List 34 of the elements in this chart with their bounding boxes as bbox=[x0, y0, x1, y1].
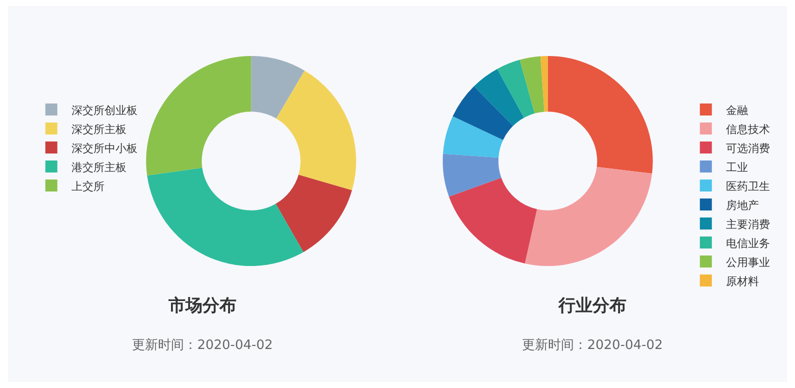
donut-slice bbox=[452, 86, 514, 140]
donut-slice bbox=[147, 168, 304, 266]
donut-slice bbox=[448, 178, 537, 264]
donut-slice bbox=[520, 56, 544, 114]
donut-slice bbox=[474, 68, 524, 126]
legend-label: 信息技术 bbox=[726, 122, 770, 136]
donut-slice bbox=[276, 174, 352, 252]
text: 市场分布 bbox=[168, 295, 238, 317]
legend-label: 上交所 bbox=[71, 180, 104, 193]
donut-slice bbox=[146, 56, 252, 176]
legend-label: 工业 bbox=[726, 160, 748, 174]
legend-label: 原材料 bbox=[726, 274, 759, 288]
legend-label: 可选消费 bbox=[726, 142, 770, 155]
legend-label: 深交所主板 bbox=[71, 122, 126, 136]
donut-slice bbox=[442, 154, 502, 197]
donut-slice bbox=[251, 56, 305, 119]
legend-label: 公用事业 bbox=[726, 256, 770, 269]
text: 更新时间：2020-04-02 bbox=[521, 337, 664, 354]
donut-slice bbox=[276, 70, 356, 190]
legend-label: 深交所中小板 bbox=[71, 142, 138, 155]
donut-slice bbox=[497, 60, 535, 118]
donut-slice bbox=[524, 166, 652, 266]
legend-label: 深交所创业板 bbox=[71, 104, 138, 117]
text: 更新时间：2020-04-02 bbox=[131, 337, 274, 354]
donut-slice bbox=[442, 116, 504, 158]
donut-slice bbox=[540, 56, 548, 112]
legend-label: 房地产 bbox=[726, 198, 759, 212]
text: 行业分布 bbox=[557, 295, 628, 317]
legend-label: 金融 bbox=[726, 104, 748, 117]
donut-slice bbox=[548, 56, 653, 174]
legend-label: 港交所主板 bbox=[71, 160, 126, 174]
legend-label: 电信业务 bbox=[726, 236, 770, 250]
legend-label: 医药卫生 bbox=[726, 180, 770, 193]
legend-label: 主要消费 bbox=[726, 218, 770, 231]
